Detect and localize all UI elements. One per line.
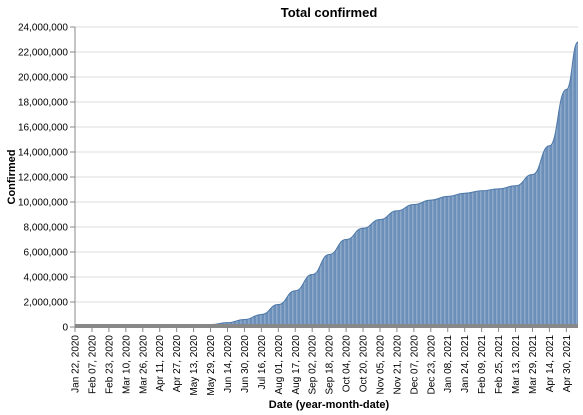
y-tick-label-6: 12,000,000 [18, 173, 68, 184]
x-tick-label-4: Mar 26, 2020 [138, 335, 149, 394]
grid [75, 26, 578, 328]
x-tick-label-3: Mar 10, 2020 [121, 335, 132, 394]
y-tick-label-4: 8,000,000 [24, 223, 69, 234]
x-tick-label-10: Jun 30, 2020 [240, 335, 251, 393]
x-tick-label-26: Mar 13, 2021 [511, 335, 522, 394]
y-tick-label-7: 14,000,000 [18, 148, 68, 159]
x-tick-label-17: Oct 20, 2020 [359, 335, 370, 393]
x-axis-title: Date (year-month-date) [269, 399, 390, 411]
x-tick-label-29: Apr 30, 2021 [562, 335, 573, 393]
x-tick-label-9: Jun 14, 2020 [223, 335, 234, 393]
y-axis-title: Confirmed [6, 150, 18, 205]
x-tick-label-6: Apr 27, 2020 [172, 335, 183, 393]
x-tick-label-5: Apr 11, 2020 [155, 335, 166, 392]
x-tick-label-8: May 29, 2020 [206, 335, 217, 396]
x-tick-label-16: Oct 04, 2020 [342, 335, 353, 393]
x-tick-label-14: Sep 02, 2020 [308, 335, 319, 395]
x-tick-label-11: Jul 16, 2020 [257, 335, 268, 390]
y-tick-label-12: 24,000,000 [18, 23, 68, 34]
x-tick-label-1: Feb 07, 2020 [87, 335, 98, 394]
baseline-band [75, 324, 578, 328]
y-tick-label-5: 10,000,000 [18, 198, 68, 209]
x-tick-label-28: Apr 14, 2021 [545, 335, 556, 393]
chart-title: Total confirmed [281, 5, 378, 20]
x-tick-label-13: Aug 17, 2020 [291, 335, 302, 395]
area-series [75, 41, 579, 328]
x-tick-label-24: Feb 09, 2021 [477, 335, 488, 394]
y-tick-label-0: 0 [62, 323, 68, 334]
area-fill [75, 42, 578, 327]
y-axis: 0 2,000,000 4,000,000 6,000,000 8,000,000 10,… [18, 23, 76, 334]
y-tick-label-1: 2,000,000 [24, 298, 69, 309]
x-tick-label-7: May 13, 2020 [189, 335, 200, 396]
x-tick-label-20: Dec 07, 2020 [409, 335, 420, 395]
x-tick-label-25: Feb 25, 2021 [494, 335, 505, 394]
x-tick-label-27: Mar 29, 2021 [528, 335, 539, 394]
y-tick-label-10: 20,000,000 [18, 73, 68, 84]
x-tick-label-19: Nov 21, 2020 [392, 335, 403, 395]
x-tick-label-21: Dec 23, 2020 [426, 335, 437, 395]
x-tick-label-18: Nov 05, 2020 [375, 335, 386, 395]
y-tick-label-3: 6,000,000 [24, 248, 69, 259]
y-tick-label-8: 16,000,000 [18, 123, 68, 134]
x-tick-label-12: Aug 01, 2020 [274, 335, 285, 395]
y-tick-label-11: 22,000,000 [18, 48, 68, 59]
x-tick-label-23: Jan 24, 2021 [460, 335, 471, 393]
x-axis: Jan 22, 2020 Feb 07, 2020 Feb 23, 2020 Mar … [71, 326, 578, 396]
x-tick-label-0: Jan 22, 2020 [71, 335, 82, 393]
y-tick-label-2: 4,000,000 [24, 273, 69, 284]
y-tick-label-9: 18,000,000 [18, 98, 68, 109]
x-tick-label-22: Jan 08, 2021 [443, 335, 454, 393]
x-tick-label-2: Feb 23, 2020 [104, 335, 115, 394]
x-tick-label-15: Sep 18, 2020 [325, 335, 336, 395]
